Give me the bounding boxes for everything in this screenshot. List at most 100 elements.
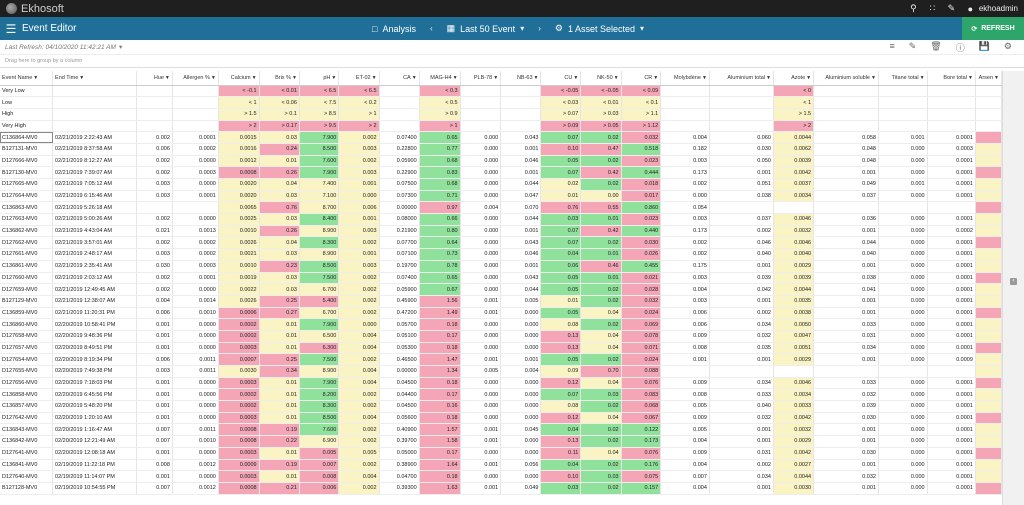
- table-cell[interactable]: 0.043: [500, 131, 542, 144]
- settings-icon[interactable]: ⚙: [1003, 40, 1012, 51]
- table-cell[interactable]: 0.01: [540, 190, 582, 203]
- table-cell[interactable]: 0.001: [136, 330, 173, 343]
- table-cell[interactable]: 0.77: [419, 143, 461, 156]
- table-cell[interactable]: 0.02: [580, 400, 622, 413]
- table-cell[interactable]: D127642-MV0: [0, 412, 54, 425]
- table-cell[interactable]: 0.04700: [379, 470, 420, 483]
- table-cell[interactable]: 0.002: [709, 225, 774, 238]
- table-cell[interactable]: 0.03: [580, 470, 622, 483]
- table-cell[interactable]: 02/20/2019 12:21:49 AM: [52, 435, 137, 448]
- table-cell[interactable]: 0.12: [540, 412, 582, 425]
- table-cell[interactable]: 0.07500: [379, 178, 420, 191]
- table-cell[interactable]: 7.600: [299, 423, 340, 437]
- table-cell[interactable]: 0.04: [580, 330, 622, 343]
- table-cell[interactable]: 0.009: [660, 447, 710, 460]
- table-cell[interactable]: 0.45900: [379, 295, 420, 308]
- table-cell[interactable]: 0.0046: [773, 213, 815, 226]
- table-cell[interactable]: 0.04500: [379, 377, 420, 390]
- table-cell[interactable]: 0.0003: [218, 447, 260, 460]
- table-cell[interactable]: 8.900: [299, 365, 340, 378]
- table-cell[interactable]: 02/20/2019 10:58:41 PM: [52, 318, 137, 331]
- table-cell[interactable]: 6.300: [299, 342, 340, 355]
- table-cell[interactable]: 0.0001: [927, 213, 976, 226]
- table-cell[interactable]: 0.000: [500, 470, 542, 483]
- table-cell[interactable]: 0.034: [709, 377, 774, 390]
- table-cell[interactable]: 1.64: [419, 459, 461, 472]
- table-cell[interactable]: 0.0002: [218, 400, 260, 413]
- table-cell[interactable]: 0.034: [813, 342, 879, 355]
- table-cell[interactable]: 0.22: [259, 435, 300, 448]
- table-cell[interactable]: 0.001: [500, 225, 542, 238]
- table-cell[interactable]: 0.02: [580, 353, 622, 366]
- table-cell[interactable]: 02/19/2019 11:14:07 PM: [52, 470, 137, 483]
- table-cell[interactable]: 0.0001: [927, 166, 976, 179]
- table-cell[interactable]: 0.0020: [218, 190, 260, 203]
- table-cell[interactable]: 0.0020: [218, 178, 260, 191]
- table-cell[interactable]: 0.000: [460, 155, 502, 168]
- table-cell[interactable]: 0.001: [460, 353, 502, 366]
- table-cell[interactable]: 0.042: [709, 283, 774, 296]
- table-cell[interactable]: 0.02: [540, 178, 582, 191]
- table-cell[interactable]: 0.002: [338, 155, 380, 168]
- table-cell[interactable]: 0.03: [259, 283, 300, 296]
- table-cell[interactable]: 0.000: [500, 377, 542, 390]
- table-cell[interactable]: 0.03: [540, 213, 582, 226]
- table-cell[interactable]: 0.02: [580, 236, 622, 250]
- table-cell[interactable]: 0.73: [419, 248, 461, 261]
- table-cell[interactable]: 8.500: [299, 260, 340, 273]
- table-cell[interactable]: 0.18: [419, 470, 461, 483]
- column-header[interactable]: Azote▼: [773, 71, 815, 86]
- table-cell[interactable]: 0.23: [259, 260, 300, 273]
- table-cell[interactable]: 0.02: [580, 178, 622, 191]
- table-cell[interactable]: 02/21/2019 2:03:12 AM: [52, 272, 137, 285]
- table-cell[interactable]: 0.006: [136, 307, 173, 320]
- table-cell[interactable]: [975, 342, 1002, 355]
- table-cell[interactable]: 0.08: [540, 318, 582, 331]
- table-cell[interactable]: 0.003: [338, 225, 380, 238]
- table-cell[interactable]: 0.65: [419, 272, 461, 285]
- table-cell[interactable]: 0.043: [500, 236, 542, 250]
- table-cell[interactable]: 0.0030: [773, 482, 815, 495]
- table-cell[interactable]: 0.002: [338, 307, 380, 320]
- table-cell[interactable]: 0.076: [621, 447, 662, 460]
- table-cell[interactable]: 0.001: [338, 248, 380, 261]
- table-cell[interactable]: 0.007: [136, 435, 173, 448]
- table-cell[interactable]: 0.088: [621, 365, 662, 378]
- table-row[interactable]: C136864-MV0 02/21/2019 2:22:43 AM 0.002 0.0…: [0, 131, 1002, 144]
- table-row[interactable]: C136843-MV0 02/20/2019 1:16:47 AM 0.007 0.0…: [0, 423, 1002, 437]
- table-cell[interactable]: 0.002: [136, 283, 173, 296]
- table-cell[interactable]: 0.023: [621, 213, 662, 226]
- table-cell[interactable]: 0.0046: [773, 377, 815, 390]
- table-cell[interactable]: [975, 318, 1002, 331]
- table-cell[interactable]: 0.002: [338, 283, 380, 296]
- table-cell[interactable]: 0.001: [460, 459, 502, 472]
- table-cell[interactable]: 0.39700: [379, 435, 420, 448]
- table-cell[interactable]: 0.007: [136, 482, 173, 495]
- column-header[interactable]: Titane total▼: [878, 71, 928, 86]
- table-cell[interactable]: 0.000: [500, 330, 542, 343]
- table-cell[interactable]: 0.001: [460, 295, 502, 308]
- table-cell[interactable]: 0.0001: [927, 377, 976, 390]
- table-cell[interactable]: 0.0035: [773, 295, 815, 308]
- table-cell[interactable]: 0.0011: [172, 423, 219, 437]
- user-menu[interactable]: ● ekhoadmin: [966, 4, 1018, 14]
- table-cell[interactable]: 0.000: [878, 283, 928, 296]
- table-cell[interactable]: 7.600: [299, 155, 340, 168]
- table-cell[interactable]: 0.67: [419, 283, 461, 296]
- table-cell[interactable]: 0.004: [338, 377, 380, 390]
- table-cell[interactable]: 0.0012: [218, 155, 260, 168]
- table-row[interactable]: D127661-MV0 02/21/2019 2:48:17 AM 0.003 0.0…: [0, 248, 1002, 261]
- table-cell[interactable]: 0.0002: [172, 236, 219, 250]
- table-cell[interactable]: 0.000: [878, 447, 928, 460]
- table-cell[interactable]: 0.07: [540, 225, 582, 238]
- table-cell[interactable]: 0.80: [419, 225, 461, 238]
- table-cell[interactable]: 0.058: [813, 131, 879, 144]
- table-cell[interactable]: 02/21/2019 12:49:45 AM: [52, 283, 137, 296]
- table-cell[interactable]: 02/21/2019 7:05:12 AM: [52, 178, 137, 191]
- table-cell[interactable]: 0.0001: [927, 388, 976, 402]
- table-cell[interactable]: 0.0001: [927, 272, 976, 285]
- table-cell[interactable]: [813, 365, 879, 378]
- table-cell[interactable]: [975, 330, 1002, 343]
- table-cell[interactable]: 0.0044: [773, 283, 815, 296]
- table-cell[interactable]: 0.028: [621, 283, 662, 296]
